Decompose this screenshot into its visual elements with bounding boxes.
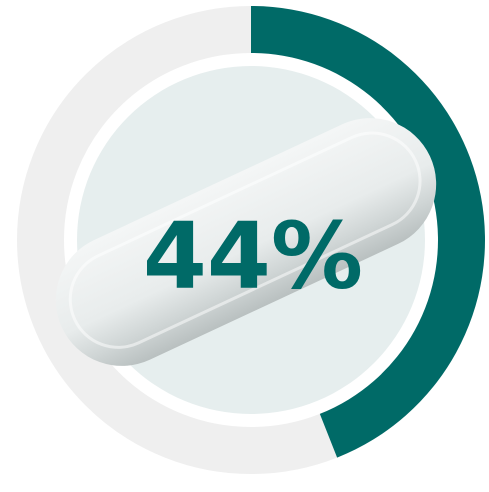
progress-arc [251,6,485,458]
pill-image [55,118,437,366]
pill-body [55,118,437,366]
value-label: 44% [143,202,363,309]
